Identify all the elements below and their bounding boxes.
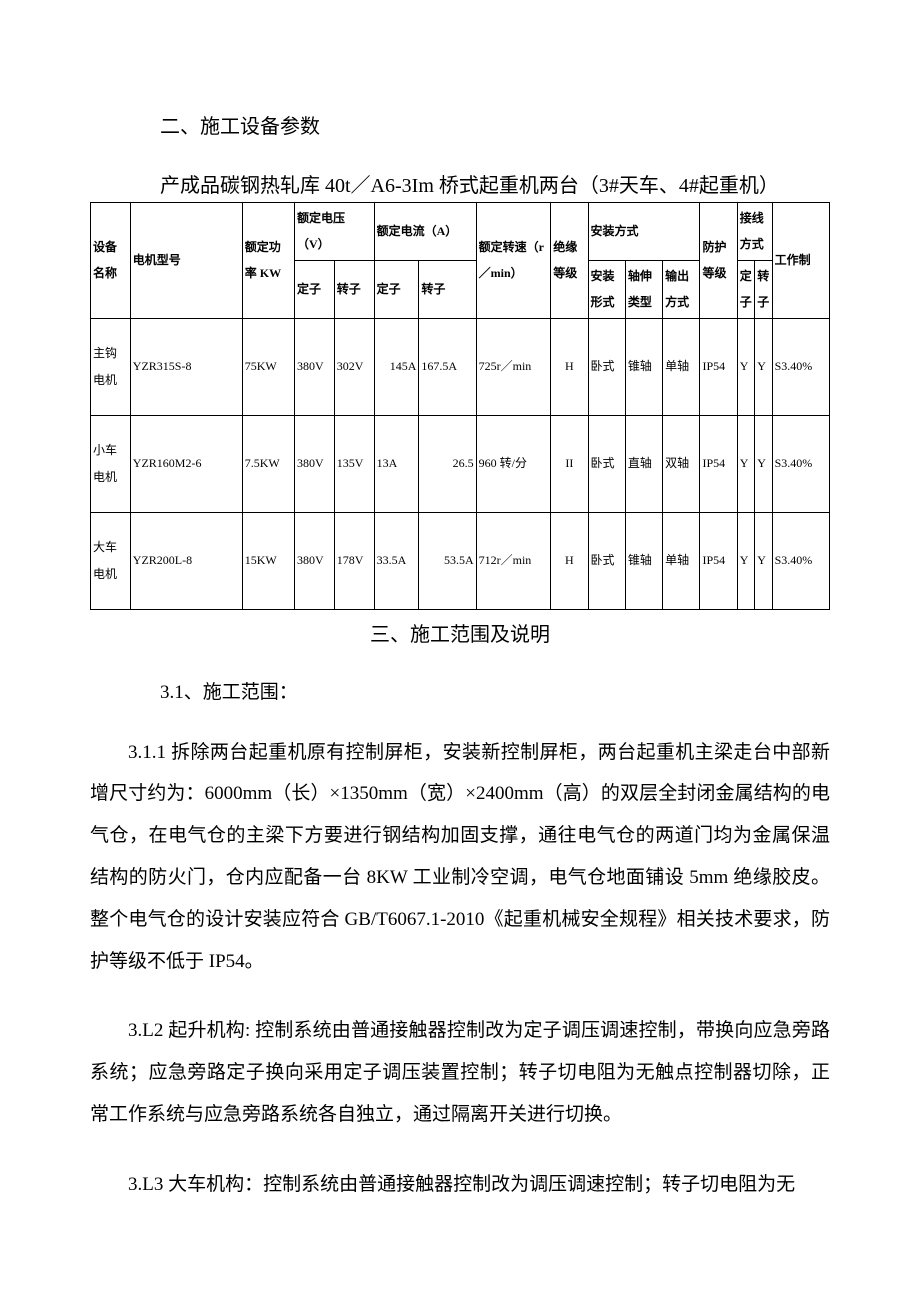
cell-wire-z: Y (755, 318, 772, 415)
cell-model: YZR160M2-6 (130, 415, 242, 512)
paragraph-3-L2: 3.L2 起升机构: 控制系统由普通接触器控制改为定子调压调速控制，带换向应急旁… (90, 1010, 830, 1135)
table-row: 小车电机 YZR160M2-6 7.5KW 380V 135V 13A 26.5… (91, 415, 830, 512)
th-shaft: 轴伸类型 (625, 260, 662, 318)
cell-duty: S3.40% (772, 512, 829, 609)
cell-volt-z: 302V (334, 318, 374, 415)
cell-ins: II (551, 415, 588, 512)
section-2-heading: 二、施工设备参数 (160, 110, 830, 139)
cell-ins: H (551, 512, 588, 609)
cell-volt-z: 135V (334, 415, 374, 512)
cell-wire-d: Y (737, 415, 754, 512)
section-3-heading: 三、施工范围及说明 (90, 618, 830, 647)
cell-prot: IP54 (700, 512, 737, 609)
cell-inst-form: 卧式 (588, 318, 625, 415)
th-speed: 额定转速（r／min） (476, 203, 551, 319)
cell-power: 15KW (242, 512, 294, 609)
cell-name: 大车电机 (91, 512, 131, 609)
th-wire-z: 转子 (755, 260, 772, 318)
cell-power: 75KW (242, 318, 294, 415)
cell-wire-z: Y (755, 512, 772, 609)
cell-wire-z: Y (755, 415, 772, 512)
spec-table: 设备名称 电机型号 额定功率 KW 额定电压（V） 额定电流（A） 额定转速（r… (90, 202, 830, 610)
th-cur-d: 定子 (374, 260, 419, 318)
table-row: 大车电机 YZR200L-8 15KW 380V 178V 33.5A 53.5… (91, 512, 830, 609)
cell-output: 双轴 (663, 415, 700, 512)
cell-power: 7.5KW (242, 415, 294, 512)
th-volt-z: 转子 (334, 260, 374, 318)
cell-prot: IP54 (700, 415, 737, 512)
cell-cur-z: 53.5A (419, 512, 476, 609)
th-wiring: 接线方式 (737, 203, 772, 261)
table-caption: 产成品碳钢热轧库 40t／A6-3Im 桥式起重机两台（3#天车、4#起重机） (160, 169, 830, 198)
cell-wire-d: Y (737, 512, 754, 609)
cell-cur-d: 13A (374, 415, 419, 512)
cell-wire-d: Y (737, 318, 754, 415)
th-inst-form: 安装形式 (588, 260, 625, 318)
th-wire-d: 定子 (737, 260, 754, 318)
cell-speed: 712r／min (476, 512, 551, 609)
cell-prot: IP54 (700, 318, 737, 415)
cell-cur-d: 145A (374, 318, 419, 415)
th-current: 额定电流（A） (374, 203, 476, 261)
cell-cur-d: 33.5A (374, 512, 419, 609)
th-voltage: 额定电压（V） (294, 203, 374, 261)
cell-model: YZR315S-8 (130, 318, 242, 415)
cell-shaft: 锥轴 (625, 318, 662, 415)
cell-volt-d: 380V (294, 318, 334, 415)
table-row: 主钩电机 YZR315S-8 75KW 380V 302V 145A 167.5… (91, 318, 830, 415)
cell-inst-form: 卧式 (588, 512, 625, 609)
cell-cur-z: 26.5 (419, 415, 476, 512)
th-power: 额定功率 KW (242, 203, 294, 319)
th-cur-z: 转子 (419, 260, 476, 318)
cell-shaft: 直轴 (625, 415, 662, 512)
cell-duty: S3.40% (772, 318, 829, 415)
cell-model: YZR200L-8 (130, 512, 242, 609)
cell-shaft: 锥轴 (625, 512, 662, 609)
sub-3-1-heading: 3.1、施工范围： (160, 677, 830, 704)
cell-output: 单轴 (663, 318, 700, 415)
cell-duty: S3.40% (772, 415, 829, 512)
cell-ins: H (551, 318, 588, 415)
th-ins: 绝缘等级 (551, 203, 588, 319)
th-install: 安装方式 (588, 203, 700, 261)
th-name: 设备名称 (91, 203, 131, 319)
cell-volt-d: 380V (294, 512, 334, 609)
cell-volt-z: 178V (334, 512, 374, 609)
cell-volt-d: 380V (294, 415, 334, 512)
paragraph-3-L3: 3.L3 大车机构：控制系统由普通接触器控制改为调压调速控制；转子切电阻为无 (90, 1164, 830, 1206)
document-page: 二、施工设备参数 产成品碳钢热轧库 40t／A6-3Im 桥式起重机两台（3#天… (0, 0, 920, 1294)
cell-inst-form: 卧式 (588, 415, 625, 512)
paragraph-3-1-1: 3.1.1 拆除两台起重机原有控制屏柜，安装新控制屏柜，两台起重机主梁走台中部新… (90, 732, 830, 983)
th-output: 输出方式 (663, 260, 700, 318)
th-duty: 工作制 (772, 203, 829, 319)
th-prot: 防护等级 (700, 203, 737, 319)
cell-cur-z: 167.5A (419, 318, 476, 415)
th-volt-d: 定子 (294, 260, 334, 318)
cell-output: 单轴 (663, 512, 700, 609)
cell-speed: 725r／min (476, 318, 551, 415)
cell-name: 主钩电机 (91, 318, 131, 415)
cell-name: 小车电机 (91, 415, 131, 512)
th-model: 电机型号 (130, 203, 242, 319)
cell-speed: 960 转/分 (476, 415, 551, 512)
